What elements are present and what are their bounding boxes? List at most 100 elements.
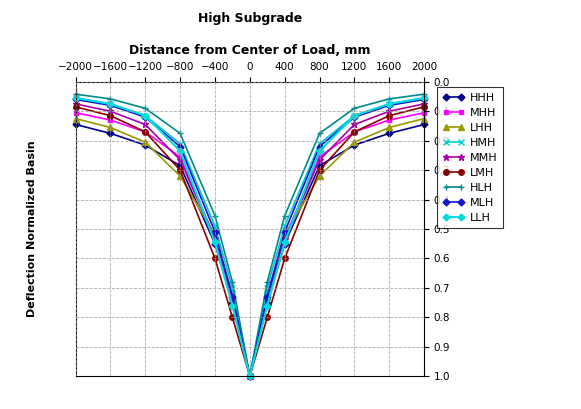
Line: LMH: LMH: [73, 104, 427, 379]
MMH: [351, 122, 358, 127]
MLH: [386, 103, 393, 108]
Line: MLH: MLH: [73, 97, 426, 379]
HMH: [281, 224, 288, 229]
MMH: [142, 122, 149, 127]
MLH: [229, 294, 236, 299]
MHH: [264, 291, 271, 296]
Y-axis label: Deflection Normalized Basin: Deflection Normalized Basin: [27, 141, 37, 317]
Line: LHH: LHH: [73, 116, 427, 379]
MMH: [246, 374, 253, 379]
HHH: [211, 241, 218, 246]
LLH: [142, 113, 149, 118]
HLH: [386, 97, 393, 101]
LHH: [264, 294, 271, 299]
MMH: [281, 237, 288, 242]
MHH: [281, 236, 288, 240]
HMH: [142, 113, 149, 118]
LHH: [421, 116, 428, 121]
MLH: [246, 374, 253, 379]
HHH: [386, 131, 393, 136]
MHH: [72, 110, 79, 115]
HHH: [281, 241, 288, 246]
HLH: [72, 92, 79, 97]
LLH: [351, 113, 358, 118]
HLH: [211, 213, 218, 218]
LLH: [107, 101, 114, 106]
MLH: [421, 97, 428, 102]
HLH: [316, 131, 323, 136]
MHH: [211, 236, 218, 240]
HLH: [264, 280, 271, 285]
LLH: [211, 240, 218, 245]
HMH: [72, 96, 79, 101]
MLH: [142, 115, 149, 119]
MLH: [316, 144, 323, 149]
LMH: [177, 168, 184, 173]
HMH: [386, 101, 393, 106]
HLH: [142, 106, 149, 111]
MHH: [421, 110, 428, 115]
X-axis label: Distance from Center of Load, mm: Distance from Center of Load, mm: [129, 44, 371, 57]
MHH: [316, 155, 323, 160]
MMH: [386, 109, 393, 114]
MHH: [351, 129, 358, 134]
LHH: [281, 232, 288, 237]
Line: HMH: HMH: [72, 94, 428, 380]
LHH: [177, 173, 184, 178]
HMH: [316, 141, 323, 146]
HMH: [351, 113, 358, 118]
LMH: [211, 256, 218, 261]
MMH: [229, 294, 236, 299]
LHH: [211, 232, 218, 237]
LMH: [351, 129, 358, 134]
MHH: [229, 291, 236, 296]
Legend: HHH, MHH, LHH, HMH, MMH, LMH, HLH, MLH, LLH: HHH, MHH, LHH, HMH, MMH, LMH, HLH, MLH, …: [437, 88, 503, 229]
MLH: [72, 97, 79, 102]
MHH: [177, 155, 184, 160]
HHH: [351, 143, 358, 148]
LMH: [246, 374, 253, 379]
Text: High Subgrade: High Subgrade: [198, 12, 302, 25]
MMH: [264, 294, 271, 299]
HHH: [107, 131, 114, 136]
Line: HLH: HLH: [72, 91, 428, 380]
Line: HHH: HHH: [73, 122, 426, 379]
HHH: [421, 122, 428, 127]
LMH: [386, 113, 393, 118]
HMH: [246, 374, 253, 379]
LLH: [316, 148, 323, 153]
LMH: [281, 256, 288, 261]
MHH: [246, 374, 253, 379]
MLH: [177, 144, 184, 149]
HHH: [316, 163, 323, 168]
MMH: [211, 237, 218, 242]
LHH: [386, 125, 393, 130]
Line: MMH: MMH: [72, 101, 428, 380]
LMH: [229, 315, 236, 320]
LLH: [421, 96, 428, 101]
LHH: [142, 140, 149, 145]
LHH: [107, 125, 114, 130]
HLH: [421, 92, 428, 97]
MMH: [72, 101, 79, 106]
LLH: [177, 148, 184, 153]
LLH: [386, 101, 393, 106]
LHH: [229, 294, 236, 299]
LHH: [246, 374, 253, 379]
HLH: [281, 213, 288, 218]
MMH: [316, 157, 323, 162]
LHH: [316, 173, 323, 178]
LLH: [246, 374, 253, 379]
HLH: [246, 374, 253, 379]
LLH: [72, 96, 79, 101]
HMH: [211, 224, 218, 229]
HMH: [421, 96, 428, 101]
MMH: [107, 109, 114, 114]
HHH: [142, 143, 149, 148]
LMH: [142, 129, 149, 134]
HMH: [177, 141, 184, 146]
HLH: [229, 280, 236, 285]
MLH: [107, 103, 114, 108]
LHH: [72, 116, 79, 121]
LMH: [107, 113, 114, 118]
